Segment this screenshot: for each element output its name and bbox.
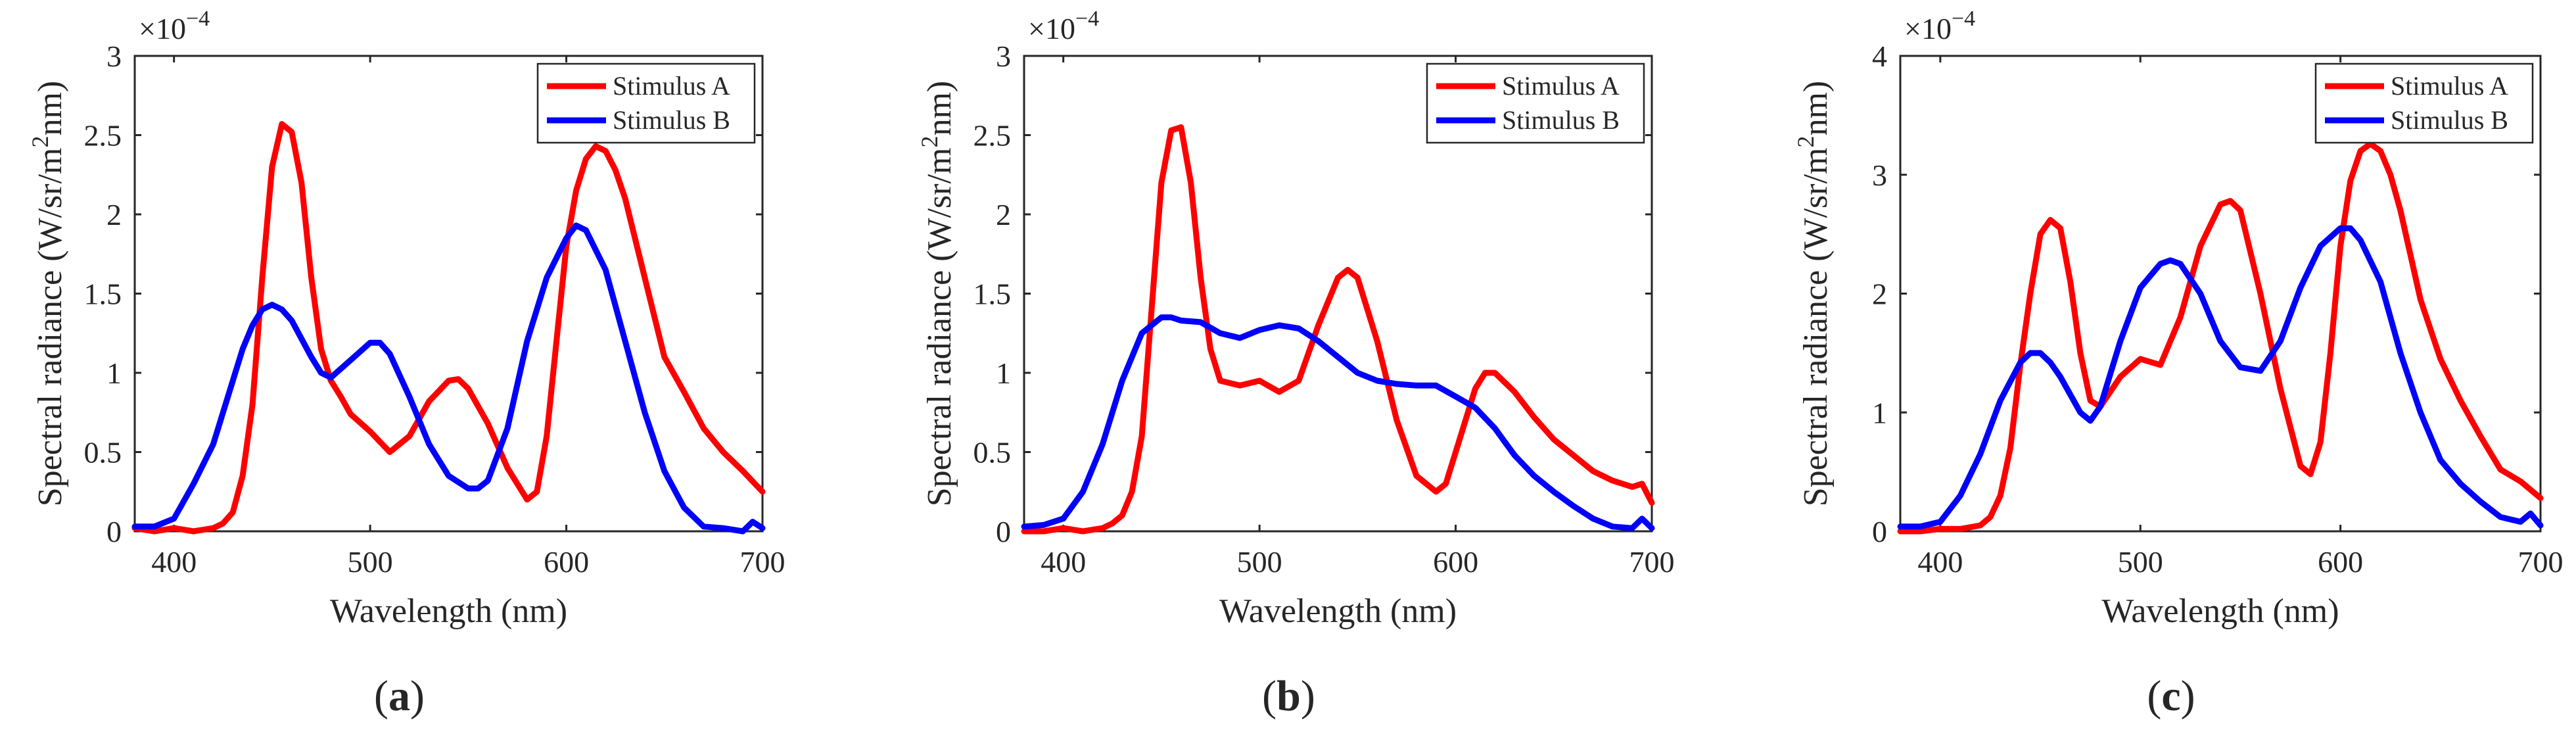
y-tick-label: 0 bbox=[1872, 515, 1887, 548]
y-exponent-base: ×10 bbox=[1028, 12, 1075, 45]
y-exponent-power: −4 bbox=[1075, 7, 1099, 31]
series-line-stimulus-a bbox=[1021, 124, 1655, 535]
panel-label-paren: ( bbox=[1262, 672, 1276, 720]
y-exponent-label: ×10−4 bbox=[1028, 7, 1099, 45]
y-label-part: nm) bbox=[32, 81, 69, 136]
y-tick-label: 2 bbox=[996, 198, 1011, 231]
y-exponent-base: ×10 bbox=[139, 12, 186, 45]
legend-label-stimulus-b: Stimulus B bbox=[2391, 105, 2508, 135]
y-tick-label: 2.5 bbox=[84, 119, 122, 153]
y-label-part: Spectral radiance (W/sr/m bbox=[1797, 148, 1835, 507]
x-tick-label: 500 bbox=[1237, 545, 1282, 579]
x-tick-label: 700 bbox=[2518, 545, 2564, 579]
y-tick-label: 0 bbox=[106, 515, 122, 548]
panel-label-paren: ) bbox=[2181, 672, 2195, 720]
panel-label-letter: b bbox=[1276, 672, 1301, 720]
y-label-part: Spectral radiance (W/sr/m bbox=[32, 148, 69, 507]
panel-label: (a) bbox=[374, 672, 425, 720]
series-line-stimulus-b bbox=[1897, 225, 2544, 530]
panel-label: (b) bbox=[1262, 672, 1315, 720]
y-tick-label: 0.5 bbox=[973, 436, 1012, 469]
legend-label-stimulus-a: Stimulus A bbox=[1502, 71, 1620, 101]
legend: Stimulus A Stimulus B bbox=[536, 62, 756, 144]
x-axis-label: Wavelength (nm) bbox=[330, 592, 567, 630]
x-axis-label: Wavelength (nm) bbox=[1219, 592, 1457, 630]
panel-label-letter: c bbox=[2161, 672, 2180, 720]
x-tick-label: 400 bbox=[1917, 545, 1963, 579]
panel-label-paren: ) bbox=[1301, 672, 1315, 720]
legend: Stimulus A Stimulus B bbox=[1426, 62, 1645, 144]
legend-label-stimulus-a: Stimulus A bbox=[2391, 71, 2508, 101]
y-exponent-label: ×10−4 bbox=[139, 7, 210, 45]
legend-label-stimulus-b: Stimulus B bbox=[1502, 105, 1620, 135]
x-tick-label: 600 bbox=[2318, 545, 2363, 579]
panel-label-letter: a bbox=[388, 672, 410, 720]
y-axis-label: Spectral radiance (W/sr/m2nm) bbox=[27, 81, 69, 507]
y-label-superscript: 2 bbox=[27, 136, 53, 148]
x-axis-label: Wavelength (nm) bbox=[2101, 592, 2339, 630]
y-axis-label: Spectral radiance (W/sr/m2nm) bbox=[1792, 81, 1835, 507]
panel-label-paren: ( bbox=[374, 672, 388, 720]
x-tick-label: 700 bbox=[1629, 545, 1675, 579]
y-tick-label: 4 bbox=[1872, 39, 1887, 73]
y-tick-label: 3 bbox=[1872, 158, 1887, 192]
series-line-stimulus-b bbox=[131, 222, 766, 535]
panel-label: (c) bbox=[2147, 672, 2195, 720]
legend-box bbox=[1426, 62, 1645, 144]
y-axis-label: Spectral radiance (W/sr/m2nm) bbox=[916, 81, 958, 507]
y-tick-label: 1 bbox=[106, 356, 122, 390]
y-label-superscript: 2 bbox=[916, 136, 943, 148]
y-exponent-power: −4 bbox=[1952, 7, 1975, 31]
y-exponent-base: ×10 bbox=[1904, 12, 1952, 45]
y-label-part: nm) bbox=[1797, 81, 1835, 136]
y-tick-label: 1 bbox=[1872, 396, 1887, 429]
y-tick-label: 2.5 bbox=[973, 119, 1012, 153]
y-label-part: nm) bbox=[921, 81, 958, 136]
x-tick-label: 600 bbox=[544, 545, 589, 579]
y-tick-label: 2 bbox=[1872, 277, 1887, 311]
legend: Stimulus A Stimulus B bbox=[2314, 62, 2534, 144]
legend-box bbox=[2314, 62, 2534, 144]
x-tick-label: 400 bbox=[1041, 545, 1086, 579]
y-label-superscript: 2 bbox=[1792, 136, 1819, 148]
y-label-part: Spectral radiance (W/sr/m bbox=[921, 148, 958, 507]
panel-label-paren: ) bbox=[410, 672, 425, 720]
legend-label-stimulus-a: Stimulus A bbox=[613, 71, 730, 101]
x-tick-label: 400 bbox=[151, 545, 197, 579]
chart-panel-c: 400 500 600 700 0 1 2 3 4 ×10−4 Wavelength (nm) Spe… bbox=[1792, 7, 2564, 720]
series-line-stimulus-a bbox=[131, 121, 766, 535]
legend-label-stimulus-b: Stimulus B bbox=[613, 105, 730, 135]
legend-box bbox=[536, 62, 756, 144]
x-tick-label: 600 bbox=[1433, 545, 1478, 579]
y-tick-label: 0.5 bbox=[84, 436, 122, 469]
y-tick-label: 1 bbox=[996, 356, 1011, 390]
series-line-stimulus-a bbox=[1897, 141, 2544, 535]
chart-panel-a: 400 500 600 700 0 0.5 1 1.5 2 2.5 3 ×10−4 Wavelength… bbox=[27, 7, 785, 720]
y-exponent-power: −4 bbox=[186, 7, 210, 31]
y-tick-label: 2 bbox=[106, 198, 122, 231]
panel-label-paren: ( bbox=[2147, 672, 2161, 720]
y-tick-label: 3 bbox=[106, 39, 122, 73]
x-tick-label: 500 bbox=[2118, 545, 2163, 579]
y-tick-label: 0 bbox=[996, 515, 1011, 548]
x-tick-label: 700 bbox=[740, 545, 785, 579]
chart-panel-b: 400 500 600 700 0 0.5 1 1.5 2 2.5 3 ×10−4 Wavelength… bbox=[916, 7, 1675, 720]
series-line-stimulus-b bbox=[1021, 314, 1655, 531]
y-tick-label: 1.5 bbox=[84, 277, 122, 311]
y-exponent-label: ×10−4 bbox=[1904, 7, 1975, 45]
x-tick-label: 500 bbox=[348, 545, 393, 579]
y-tick-label: 3 bbox=[996, 39, 1011, 73]
y-tick-label: 1.5 bbox=[973, 277, 1012, 311]
